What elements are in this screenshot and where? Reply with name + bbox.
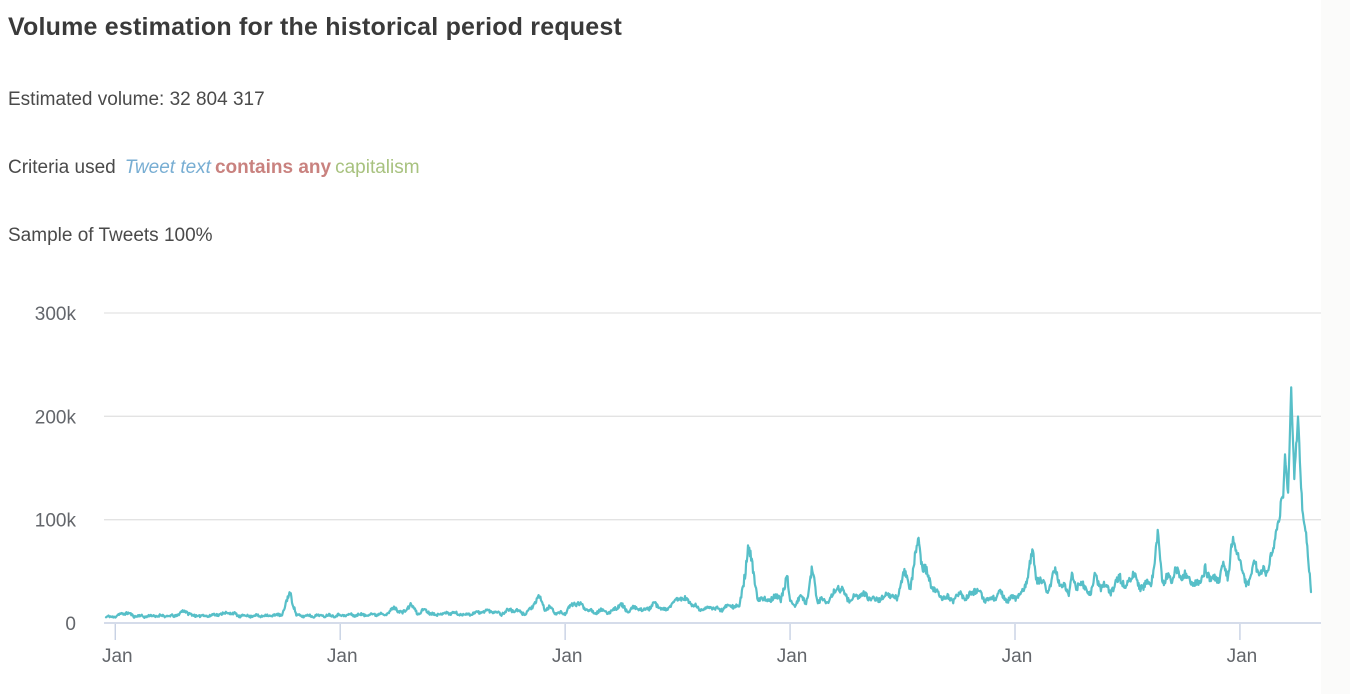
criteria-value-keyword: capitalism xyxy=(335,157,420,178)
criteria-field-tweet-text: Tweet text xyxy=(124,157,211,178)
estimated-volume-label: Estimated volume: xyxy=(8,89,165,110)
y-tick-label: 200k xyxy=(35,407,77,428)
y-tick-label: 300k xyxy=(35,304,77,325)
right-gutter xyxy=(1321,0,1350,694)
x-tick-label: Jan xyxy=(327,646,358,667)
estimated-volume-line: Estimated volume: 32 804 317 xyxy=(8,89,265,111)
x-tick-label: Jan xyxy=(552,646,583,667)
x-tick-label: Jan xyxy=(102,646,133,667)
volume-time-series-chart: 0 100k 200k 300k Jan Jan Jan Jan Jan Jan xyxy=(35,304,1322,667)
criteria-operator: contains any xyxy=(214,157,332,178)
volume-series-line xyxy=(104,386,1313,619)
x-tick-label: Jan xyxy=(1002,646,1033,667)
x-tick-label: Jan xyxy=(777,646,808,667)
sample-value: 100% xyxy=(163,225,213,246)
criteria-line: Criteria used Tweet text contains any capit… xyxy=(8,157,420,179)
sample-label: Sample of Tweets xyxy=(8,225,159,246)
y-tick-label: 100k xyxy=(35,511,77,532)
page-title: Volume estimation for the historical per… xyxy=(8,13,623,41)
x-tick-label: Jan xyxy=(1227,646,1258,667)
criteria-label: Criteria used xyxy=(8,157,116,178)
y-tick-label: 0 xyxy=(65,614,76,635)
estimated-volume-value: 32 804 317 xyxy=(169,89,265,110)
sample-line: Sample of Tweets 100% xyxy=(8,225,213,247)
